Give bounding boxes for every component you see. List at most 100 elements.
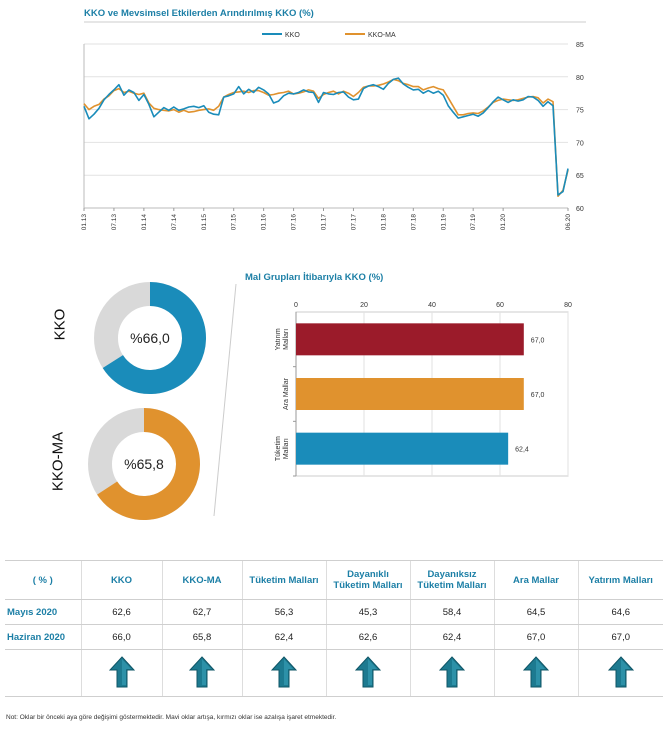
x-tick-label: 01.14 (141, 214, 148, 231)
section-divider (213, 283, 237, 517)
arrow-up-icon (438, 655, 466, 687)
donut-value-arc (97, 408, 200, 520)
x-tick-label: 07.16 (291, 214, 298, 231)
table-cell: 56,3 (241, 599, 326, 625)
x-tick-label: 01.16 (261, 214, 268, 231)
donut-kko-ma-label-text: KKO-MA (49, 431, 67, 492)
y-tick-label: 70 (576, 140, 584, 147)
arrow-highlight (620, 658, 630, 685)
x-tick-label: 40 (428, 302, 436, 309)
x-tick-label: 07.19 (470, 214, 477, 231)
arrow-highlight (536, 658, 545, 685)
change-cell (325, 649, 410, 697)
change-cell (161, 649, 242, 697)
table-header: Yatırım Malları (577, 560, 663, 600)
capacity-table: ( % ) KKO KKO-MA Tüketim Malları Dayanık… (5, 560, 663, 697)
bar-value-label: 67,0 (531, 392, 545, 399)
category-label: Ara Mallar (283, 377, 290, 410)
table-header: KKO (80, 560, 162, 600)
category-label-line: Malları (283, 329, 290, 350)
arrow-highlight (121, 658, 131, 685)
y-tick-label: 85 (576, 42, 584, 49)
x-tick-label: 07.15 (231, 214, 238, 231)
arrow-up-icon (108, 655, 135, 687)
series-line-kko-ma (83, 78, 569, 197)
legend-label: KKO-MA (368, 32, 396, 39)
y-tick-label: 65 (576, 173, 584, 180)
donut-value-label: %65,8 (124, 456, 164, 472)
arrow-up-icon (522, 655, 550, 687)
table-header: Ara Mallar (493, 560, 578, 600)
table-row: Haziran 2020 66,0 65,8 62,4 62,6 62,4 67… (5, 624, 663, 650)
table-cell: 64,6 (577, 599, 663, 625)
bar-chart-title: Mal Grupları İtibarıyla KKO (%) (245, 272, 384, 283)
arrow-highlight (452, 658, 461, 685)
y-tick-label: 75 (576, 108, 584, 115)
arrow-up-icon (607, 655, 634, 687)
arrow-highlight (368, 658, 377, 685)
arrow-up-icon (354, 655, 382, 687)
x-tick-label: 06.20 (565, 214, 572, 231)
y-tick-label: 80 (576, 75, 584, 82)
x-tick-label: 80 (564, 302, 572, 309)
arrow-highlight (202, 658, 211, 685)
table-cell: 64,5 (493, 599, 578, 625)
category-label-line: Tüketim (275, 436, 282, 461)
x-tick-label: 01.18 (380, 214, 387, 231)
donut-kko-label: KKO (40, 309, 80, 341)
change-cell (577, 649, 663, 697)
footnote: Not: Oklar bir önceki aya göre değişimi … (6, 714, 337, 721)
arrow-highlight (284, 658, 293, 685)
category-label: TüketimMalları (275, 436, 290, 461)
category-label-line: Ara Mallar (283, 377, 290, 410)
x-tick-label: 01.13 (81, 214, 88, 231)
table-header-row: ( % ) KKO KKO-MA Tüketim Malları Dayanık… (5, 560, 663, 600)
bar (296, 378, 524, 410)
table-cell: 62,6 (325, 624, 410, 650)
arrow-up-icon (270, 655, 298, 687)
donut-kko-ma-label: KKO-MA (28, 432, 88, 491)
table-cell: 58,4 (409, 599, 494, 625)
x-tick-label: 20 (360, 302, 368, 309)
x-tick-label: 01.17 (321, 214, 328, 231)
donut-kko: %66,0 (94, 282, 206, 394)
table-cell: 45,3 (325, 599, 410, 625)
table-header: KKO-MA (161, 560, 242, 600)
change-cell (493, 649, 578, 697)
x-tick-label: 01.20 (500, 214, 507, 231)
x-tick-label: 07.17 (350, 214, 357, 231)
bar-value-label: 67,0 (531, 337, 545, 344)
change-cell (409, 649, 494, 697)
bar-value-label: 62,4 (515, 447, 529, 454)
category-label: YatırımMalları (275, 328, 290, 350)
line-chart-title: KKO ve Mevsimsel Etkilerden Arındırılmış… (84, 8, 314, 19)
legend-label: KKO (285, 32, 300, 39)
table-cell: 67,0 (493, 624, 578, 650)
donut-kko-label-text: KKO (51, 308, 69, 341)
table-header: Dayanıklı Tüketim Malları (325, 560, 410, 600)
table-cell: Haziran 2020 (5, 624, 81, 650)
category-label-line: Yatırım (275, 328, 282, 350)
x-tick-label: 01.15 (201, 214, 208, 231)
table-cell: 67,0 (577, 624, 663, 650)
table-arrow-row (5, 649, 663, 697)
x-tick-label: 07.13 (111, 214, 118, 231)
series-line-kko (83, 77, 569, 196)
table-row: Mayıs 2020 62,6 62,7 56,3 45,3 58,4 64,5… (5, 599, 663, 625)
donut-value-arc (102, 282, 206, 394)
category-label-line: Malları (283, 438, 290, 459)
table-cell: 62,4 (241, 624, 326, 650)
table-cell: 62,7 (161, 599, 242, 625)
arrow-up-icon (188, 655, 216, 687)
table-header: ( % ) (5, 560, 81, 600)
x-tick-label: 60 (496, 302, 504, 309)
y-tick-label: 60 (576, 206, 584, 213)
donut-value-label: %66,0 (130, 330, 170, 346)
table-cell (5, 649, 81, 697)
change-cell (241, 649, 326, 697)
line-chart: 60 65 70 75 80 85 01.13 07.13 01.14 07.14 01.15 07.… (81, 21, 586, 231)
x-tick-label: 0 (294, 302, 298, 309)
bar (296, 323, 524, 356)
table-cell: 66,0 (80, 624, 162, 650)
